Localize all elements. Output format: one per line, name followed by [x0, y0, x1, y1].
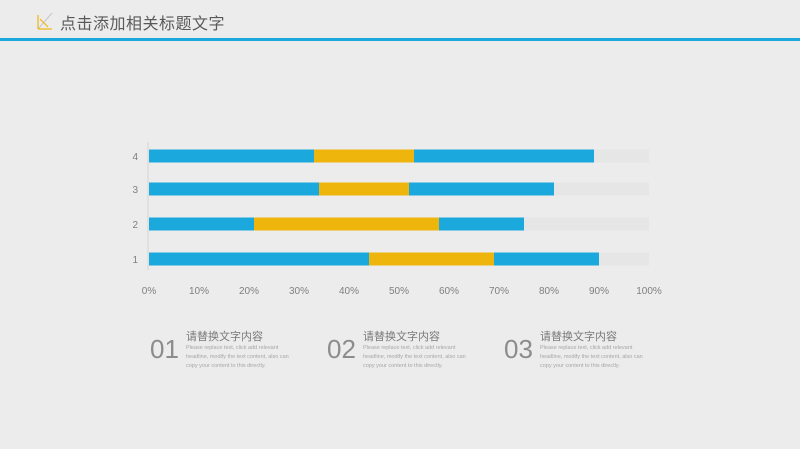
caption-title: 请替换文字内容: [540, 331, 617, 343]
caption-2: 02 请替换文字内容 Please replace text, click ad…: [327, 330, 497, 380]
x-tick-label: 90%: [589, 286, 609, 297]
bar-segment: [149, 149, 314, 163]
page-title: 点击添加相关标题文字: [60, 16, 226, 33]
caption-number: 01: [150, 334, 179, 364]
bar-segment: [439, 217, 524, 231]
x-tick-label: 40%: [339, 286, 359, 297]
bar-segment: [409, 182, 554, 196]
x-tick-label: 100%: [636, 286, 662, 297]
header-rule: [0, 38, 800, 41]
caption-title: 请替换文字内容: [363, 331, 440, 343]
caption-title: 请替换文字内容: [186, 331, 263, 343]
y-tick-label: 2: [132, 220, 138, 231]
bar-segment: [494, 252, 599, 266]
caption-number: 03: [504, 334, 533, 364]
caption-number: 02: [327, 334, 356, 364]
x-tick-label: 10%: [189, 286, 209, 297]
bar-segment: [594, 149, 649, 163]
caption-3: 03 请替换文字内容 Please replace text, click ad…: [504, 330, 674, 380]
bar-segment: [149, 217, 254, 231]
bar-segment: [149, 182, 319, 196]
bar-segment: [414, 149, 594, 163]
caption-body: Please replace text, click add relevant …: [186, 345, 289, 369]
caption-body: Please replace text, click add relevant …: [540, 345, 643, 369]
bar-segment: [524, 217, 649, 231]
bar-segment: [369, 252, 494, 266]
bar-segment: [254, 217, 439, 231]
x-tick-label: 30%: [289, 286, 309, 297]
bar-segment: [149, 252, 369, 266]
y-tick-label: 4: [132, 152, 138, 163]
caption-body: Please replace text, click add relevant …: [363, 345, 466, 369]
x-tick-label: 80%: [539, 286, 559, 297]
bar-segment: [319, 182, 409, 196]
y-tick-label: 1: [132, 255, 138, 266]
chart-line-icon: [37, 12, 53, 30]
x-tick-label: 70%: [489, 286, 509, 297]
bar-segment: [599, 252, 649, 266]
x-tick-label: 0%: [142, 286, 157, 297]
x-tick-label: 60%: [439, 286, 459, 297]
bar-segment: [554, 182, 649, 196]
x-tick-label: 50%: [389, 286, 409, 297]
bar-segment: [314, 149, 414, 163]
caption-1: 01 请替换文字内容 Please replace text, click ad…: [150, 330, 320, 380]
header: 点击添加相关标题文字: [0, 0, 800, 41]
y-tick-label: 3: [132, 185, 138, 196]
x-tick-label: 20%: [239, 286, 259, 297]
